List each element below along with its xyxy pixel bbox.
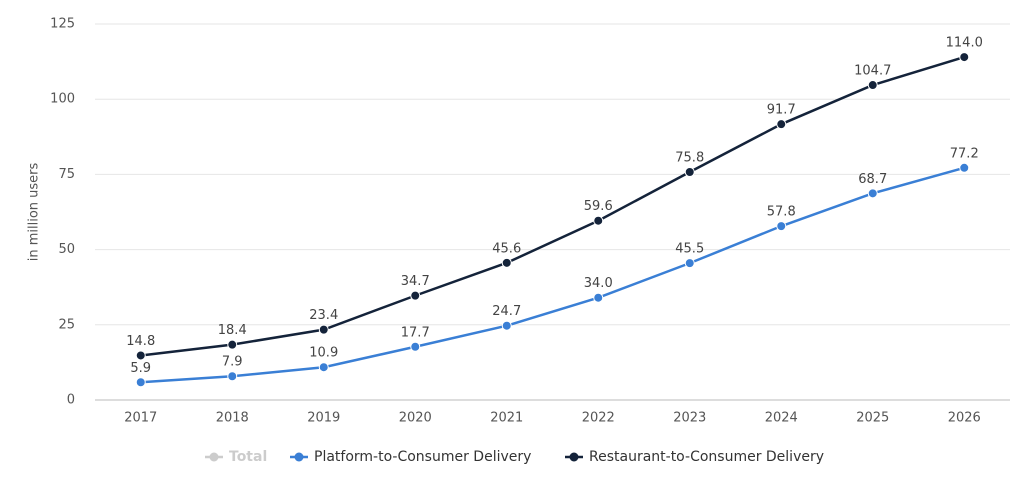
- x-tick-label: 2019: [307, 411, 340, 426]
- data-point: [776, 221, 787, 232]
- x-tick-label: 2018: [216, 411, 249, 426]
- y-axis-label: in million users: [27, 163, 42, 262]
- data-label: 104.7: [854, 64, 891, 79]
- y-tick-label: 25: [58, 317, 75, 332]
- legend-marker: [209, 452, 219, 462]
- data-label: 75.8: [675, 150, 704, 165]
- data-label: 57.8: [767, 205, 796, 220]
- legend-label[interactable]: Platform-to-Consumer Delivery: [314, 449, 531, 465]
- legend-marker: [569, 452, 579, 462]
- y-tick-label: 50: [58, 242, 75, 257]
- data-point: [227, 371, 238, 382]
- y-tick-label: 0: [67, 393, 75, 408]
- data-label: 91.7: [767, 103, 796, 118]
- x-tick-label: 2020: [399, 411, 432, 426]
- data-point: [867, 80, 878, 91]
- series-line: [140, 166, 965, 384]
- data-label: 14.8: [126, 334, 155, 349]
- data-point: [501, 320, 512, 331]
- data-label: 45.5: [675, 242, 704, 257]
- data-point: [135, 350, 146, 361]
- data-label: 59.6: [584, 199, 613, 214]
- data-point: [410, 341, 421, 352]
- data-label: 77.2: [950, 146, 979, 161]
- data-label: 68.7: [858, 172, 887, 187]
- legend-label[interactable]: Restaurant-to-Consumer Delivery: [589, 449, 824, 465]
- data-point: [776, 119, 787, 130]
- data-label: 18.4: [218, 323, 247, 338]
- data-label: 23.4: [309, 308, 338, 323]
- data-point: [684, 166, 695, 177]
- x-tick-label: 2023: [673, 411, 706, 426]
- data-point: [318, 324, 329, 335]
- data-point: [959, 162, 970, 173]
- data-point: [227, 339, 238, 350]
- data-label: 45.6: [492, 241, 521, 256]
- data-label: 114.0: [946, 36, 983, 51]
- legend-marker: [294, 452, 304, 462]
- y-tick-label: 125: [50, 17, 75, 32]
- data-point: [135, 377, 146, 388]
- data-point: [318, 362, 329, 373]
- x-tick-label: 2024: [765, 411, 798, 426]
- x-tick-label: 2025: [856, 411, 889, 426]
- data-point: [501, 257, 512, 268]
- data-point: [593, 215, 604, 226]
- data-label: 7.9: [222, 355, 243, 370]
- data-label: 24.7: [492, 304, 521, 319]
- y-tick-label: 100: [50, 92, 75, 107]
- legend: Total Platform-to-Consumer Delivery Restau…: [205, 449, 824, 465]
- series-line: [140, 55, 965, 357]
- data-point: [867, 188, 878, 199]
- data-label: 34.7: [401, 274, 430, 289]
- x-tick-label: 2026: [948, 411, 981, 426]
- data-point: [959, 52, 970, 63]
- x-tick-label: 2021: [490, 411, 523, 426]
- y-tick-label: 75: [58, 167, 75, 182]
- data-point: [593, 292, 604, 303]
- x-tick-label: 2017: [124, 411, 157, 426]
- data-label: 10.9: [309, 346, 338, 361]
- data-point: [410, 290, 421, 301]
- x-tick-label: 2022: [582, 411, 615, 426]
- data-label: 5.9: [130, 361, 151, 376]
- data-label: 17.7: [401, 325, 430, 340]
- data-point: [684, 258, 695, 269]
- data-label: 34.0: [584, 276, 613, 291]
- legend-label[interactable]: Total: [229, 449, 267, 465]
